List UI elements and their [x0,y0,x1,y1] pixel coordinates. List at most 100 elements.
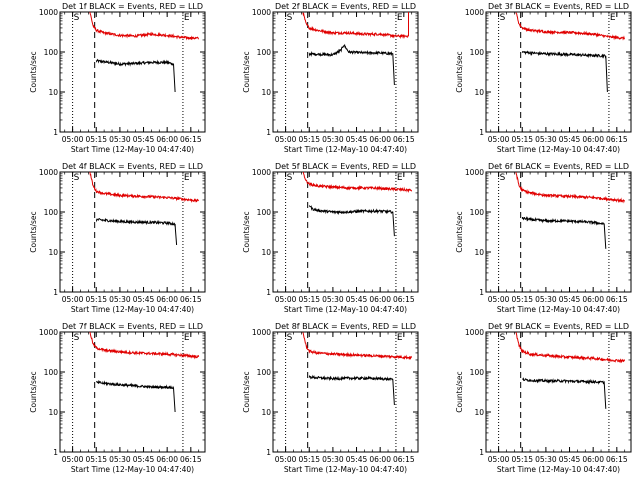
series-group [515,172,625,249]
x-axis-label: Start Time (12-May-10 04:47:40) [497,145,620,154]
x-tick-label: 05:30 [322,295,344,304]
x-tick-label: 05:00 [275,295,297,304]
y-axis-label: Counts/sec [29,51,38,92]
x-tick-label: 05:45 [559,135,581,144]
plot-frame [272,11,419,133]
x-tick-label: 06:15 [180,295,202,304]
end-marker-label: E [397,173,403,183]
end-marker-label: E [397,13,403,23]
end-marker-label: E [184,173,190,183]
end-marker-label: E [184,13,190,23]
y-tick-label: 10 [474,88,484,97]
events-series-line [308,205,395,237]
y-tick-label: 1 [479,128,484,137]
plot-frame [485,171,632,293]
plot-frame [59,11,206,133]
events-series-line [96,379,176,413]
x-tick-label: 05:00 [62,295,84,304]
y-tick-label: 1000 [465,328,484,337]
x-tick-label: 06:00 [156,135,178,144]
x-tick-label: 05:00 [62,135,84,144]
plot-frame [272,331,419,453]
x-tick-label: 05:45 [346,295,368,304]
x-tick-label: 06:15 [180,135,202,144]
x-tick-label: 06:00 [369,135,391,144]
x-tick-label: 05:00 [488,295,510,304]
events-series-line [521,216,607,249]
y-tick-label: 1000 [39,8,58,17]
x-tick-label: 05:15 [511,135,533,144]
events-series-line [308,43,395,86]
x-tick-label: 05:30 [322,455,344,464]
panel-det-4: Det 4f BLACK = Events, RED = LLD 1 10 100 10… [29,162,206,314]
x-tick-label: 06:15 [606,295,628,304]
lld-series-line [302,332,413,361]
y-tick-label: 10 [48,248,58,257]
x-tick-label: 06:00 [369,455,391,464]
y-tick-label: 1000 [39,168,58,177]
start-marker-label: S [500,13,506,23]
events-series-line [95,217,178,246]
x-tick-label: 06:15 [606,455,628,464]
end-marker-label: E [184,333,190,343]
x-tick-label: 05:30 [535,455,557,464]
lld-series-line [515,12,626,41]
x-tick-label: 05:45 [559,295,581,304]
x-tick-label: 05:45 [133,455,155,464]
y-tick-label: 100 [470,48,485,57]
y-tick-label: 1000 [252,168,271,177]
x-tick-label: 05:15 [85,455,107,464]
start-marker-label: S [287,333,293,343]
chart-title: Det 9f BLACK = Events, RED = LLD [488,322,629,331]
x-tick-label: 05:30 [109,455,131,464]
x-axis-label: Start Time (12-May-10 04:47:40) [71,465,194,474]
y-tick-label: 1000 [252,8,271,17]
chart-title: Det 4f BLACK = Events, RED = LLD [62,162,203,171]
lld-series-line [302,172,413,194]
y-axis-label: Counts/sec [242,371,251,412]
x-tick-label: 05:30 [322,135,344,144]
lld-series-line [515,172,625,204]
chart-title: Det 2f BLACK = Events, RED = LLD [275,2,416,11]
panel-det-8: Det 8f BLACK = Events, RED = LLD 1 10 100 10… [242,322,419,474]
x-tick-label: 05:45 [559,455,581,464]
x-tick-label: 06:15 [393,295,415,304]
y-tick-label: 100 [257,368,272,377]
y-tick-label: 100 [44,48,59,57]
y-tick-label: 100 [44,368,59,377]
y-tick-label: 10 [48,88,58,97]
x-tick-label: 05:45 [346,455,368,464]
lld-series-line [515,332,626,364]
y-axis-label: Counts/sec [29,211,38,252]
panel-det-7: Det 7f BLACK = Events, RED = LLD 1 10 100 10… [29,322,206,474]
panel-det-6: Det 6f BLACK = Events, RED = LLD 1 10 100 10… [455,162,632,314]
y-tick-label: 10 [474,248,484,257]
y-tick-label: 1000 [465,8,484,17]
plot-frame [59,171,206,293]
start-marker-label: S [287,13,293,23]
x-tick-label: 05:15 [85,135,107,144]
x-tick-label: 05:15 [511,455,533,464]
y-tick-label: 10 [48,408,58,417]
lld-series-line [89,172,200,203]
x-axis-label: Start Time (12-May-10 04:47:40) [71,305,194,314]
x-axis-label: Start Time (12-May-10 04:47:40) [497,305,620,314]
series-group [515,332,626,409]
y-tick-label: 10 [474,408,484,417]
x-axis-label: Start Time (12-May-10 04:47:40) [284,305,407,314]
plot-frame [59,331,206,453]
end-marker-label: E [610,13,616,23]
panel-det-9: Det 9f BLACK = Events, RED = LLD 1 10 100 10… [455,322,632,474]
x-axis-label: Start Time (12-May-10 04:47:40) [284,465,407,474]
start-marker-label: S [500,333,506,343]
end-marker-label: E [610,173,616,183]
plot-frame [485,11,632,133]
x-tick-label: 06:15 [393,135,415,144]
y-tick-label: 1000 [252,328,271,337]
plot-frame [485,331,632,453]
x-tick-label: 05:15 [511,295,533,304]
x-tick-label: 05:30 [535,135,557,144]
x-tick-label: 06:15 [180,455,202,464]
lld-series-line [89,332,200,360]
